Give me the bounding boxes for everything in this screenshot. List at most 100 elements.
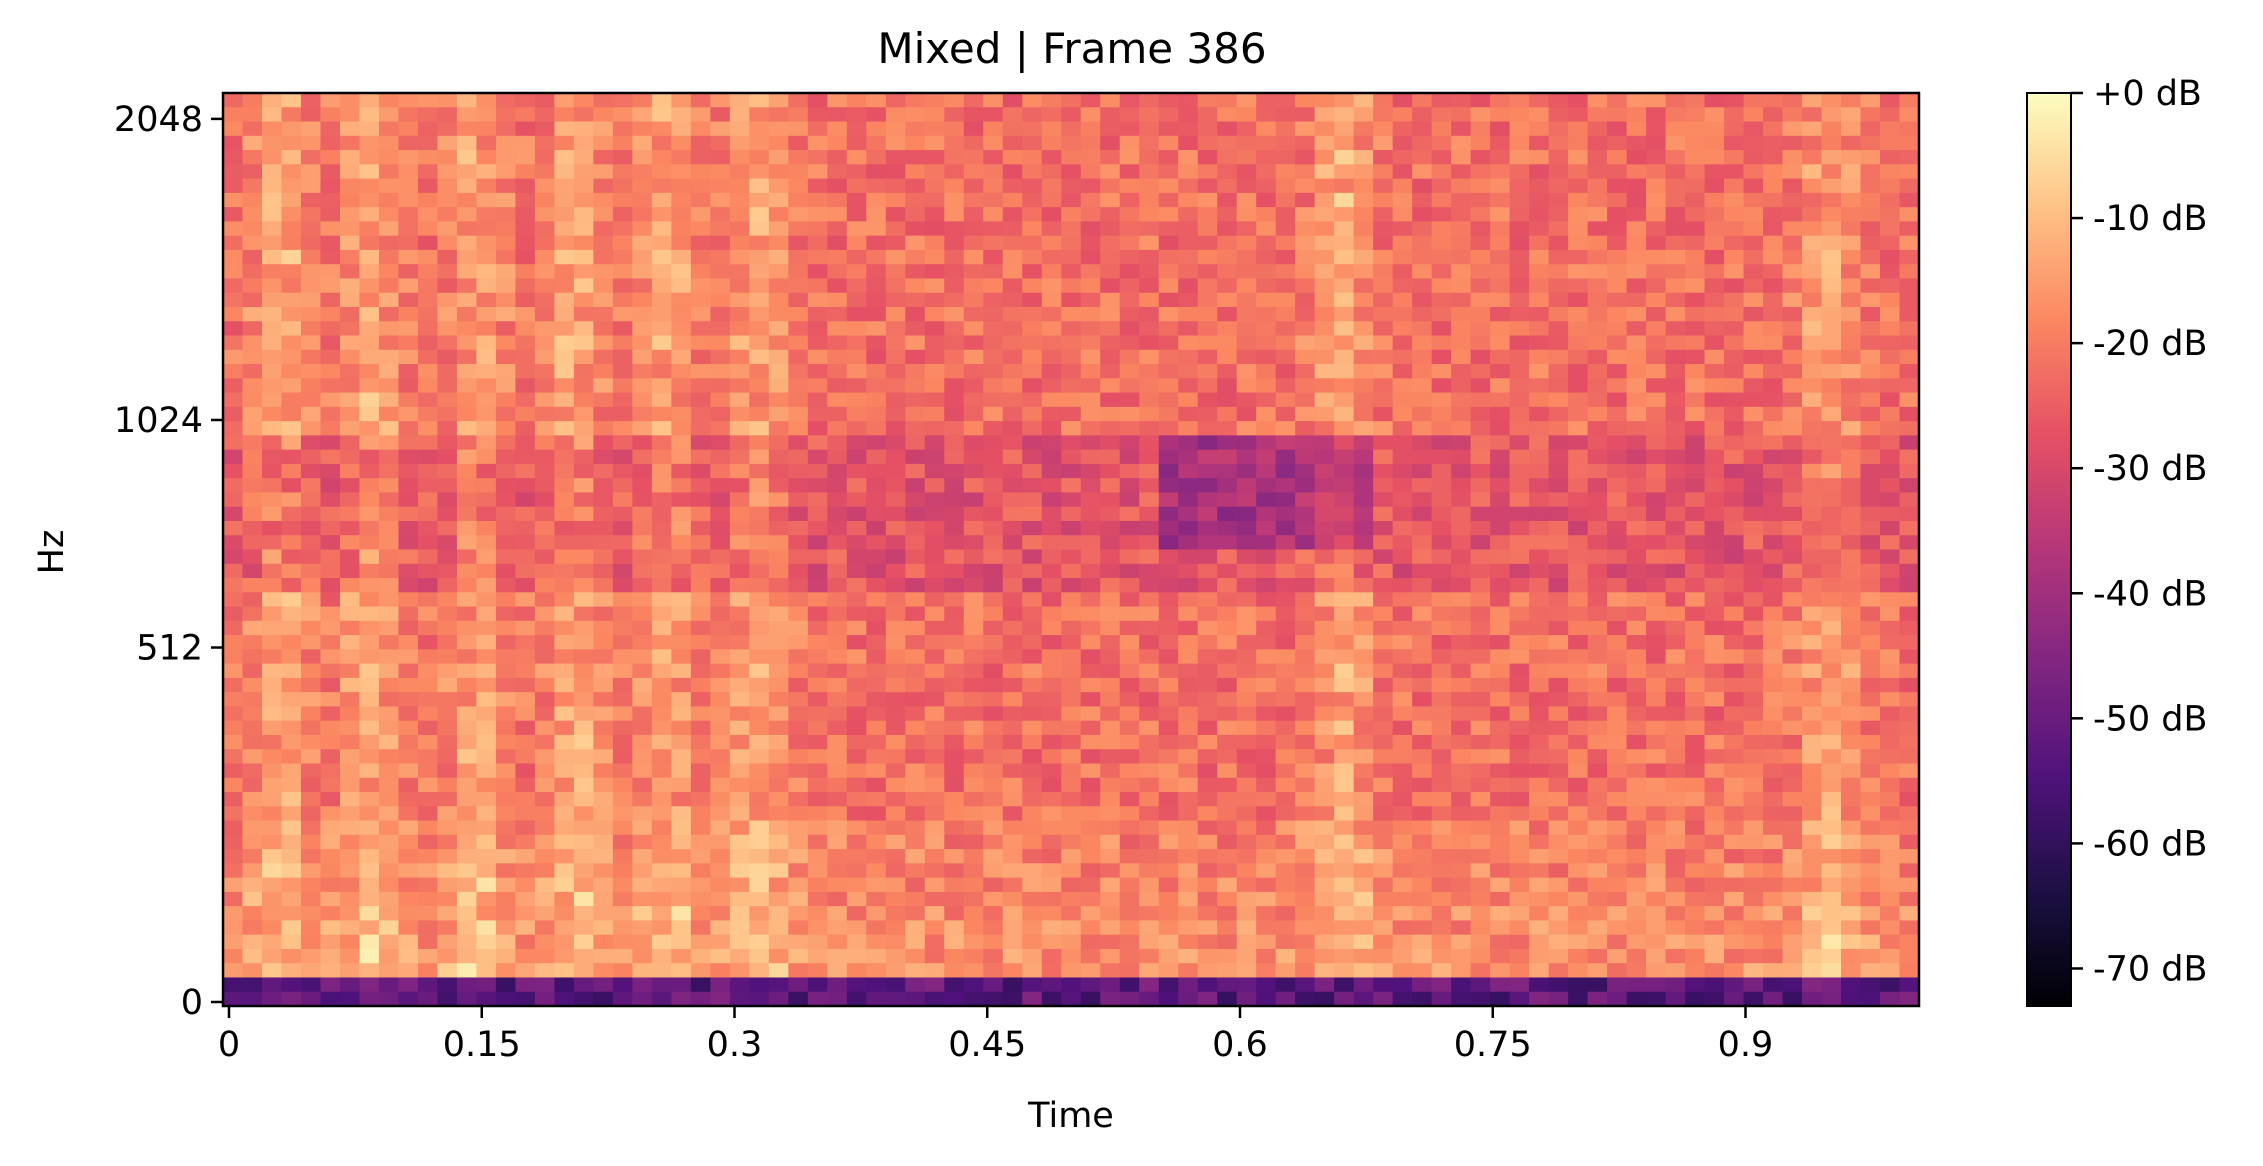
heatmap-cell [261,749,283,765]
heatmap-cell [1158,406,1179,422]
heatmap-cell [1607,792,1628,807]
heatmap-cell [1236,178,1257,194]
heatmap-cell [827,977,848,993]
heatmap-cell [690,107,711,123]
heatmap-cell [1451,792,1472,807]
heatmap-cell [690,720,711,736]
heatmap-cell [1334,578,1355,593]
heatmap-cell [807,406,828,422]
heatmap-cell [1587,150,1608,165]
heatmap-cell [768,891,789,907]
heatmap-cell [417,677,439,693]
heatmap-cell [1256,820,1277,836]
heatmap-cell [651,977,672,993]
heatmap-cell [885,820,906,836]
heatmap-cell [1529,306,1550,322]
heatmap-cell [768,606,789,622]
heatmap-cell [456,249,478,265]
heatmap-cell [378,107,400,123]
heatmap-cell [1451,720,1472,736]
heatmap-cell [1587,321,1608,337]
heatmap-cell [1529,663,1550,679]
heatmap-cell [573,207,594,222]
heatmap-cell [1236,777,1257,793]
heatmap-cell [1724,563,1745,579]
heatmap-cell [1568,706,1589,722]
heatmap-cell [1665,520,1686,536]
heatmap-cell [534,549,555,565]
heatmap-cell [476,235,497,251]
heatmap-cell [573,920,594,936]
heatmap-cell [1392,492,1413,508]
heatmap-cell [846,806,867,822]
heatmap-cell [1178,378,1199,394]
heatmap-cell [1275,535,1296,551]
heatmap-cell [1002,150,1023,165]
heatmap-cell [846,378,867,394]
heatmap-cell [456,264,478,280]
heatmap-cell [261,592,283,608]
heatmap-cell [398,606,419,622]
heatmap-cell [710,749,731,765]
heatmap-cell [1256,349,1277,365]
heatmap-cell [1626,492,1647,508]
heatmap-cell [1178,549,1199,565]
heatmap-cell [1665,578,1686,593]
heatmap-cell [866,692,887,708]
heatmap-cell [1217,920,1238,936]
heatmap-cell [1431,492,1452,508]
heatmap-cell [1256,663,1277,679]
heatmap-cell [1041,449,1062,465]
heatmap-cell [1022,164,1043,180]
heatmap-cell [534,121,555,137]
heatmap-cell [1119,977,1140,993]
heatmap-cell [710,192,731,208]
heatmap-cell [1314,849,1335,864]
heatmap-cell [1158,920,1179,936]
heatmap-cell [456,435,478,451]
heatmap-cell [944,207,965,222]
heatmap-cell [1295,649,1316,665]
heatmap-cell [1334,734,1355,750]
heatmap-cell [1724,720,1745,736]
heatmap-cell [359,906,380,922]
heatmap-cell [885,692,906,708]
heatmap-cell [846,463,867,479]
heatmap-cell [1373,364,1394,379]
heatmap-cell [1392,706,1413,722]
heatmap-cell [242,849,263,864]
heatmap-cell [1334,135,1355,151]
heatmap-cell [710,635,731,650]
heatmap-cell [963,264,984,280]
heatmap-cell [339,435,361,451]
heatmap-cell [768,792,789,807]
heatmap-cell [300,934,322,950]
heatmap-cell [1236,620,1257,636]
heatmap-cell [612,93,633,108]
heatmap-cell [1509,392,1530,408]
heatmap-cell [495,692,517,708]
heatmap-cell [1724,991,1745,1007]
heatmap-cell [1568,635,1589,650]
heatmap-cell [866,677,887,693]
heatmap-cell [729,349,750,365]
heatmap-cell [632,863,653,879]
heatmap-cell [827,692,848,708]
heatmap-cell [223,321,244,337]
heatmap-cell [1665,335,1686,351]
heatmap-cell [1080,906,1101,922]
heatmap-cell [1373,449,1394,465]
heatmap-cell [827,135,848,151]
heatmap-cell [651,150,672,165]
heatmap-cell [398,249,419,265]
heatmap-cell [710,834,731,850]
heatmap-cell [1529,93,1550,108]
heatmap-cell [671,578,692,593]
heatmap-cell [612,578,633,593]
heatmap-cell [749,749,770,765]
heatmap-cell [1275,563,1296,579]
heatmap-cell [515,863,536,879]
heatmap-cell [534,578,555,593]
heatmap-cell [1724,977,1745,993]
heatmap-cell [223,335,244,351]
